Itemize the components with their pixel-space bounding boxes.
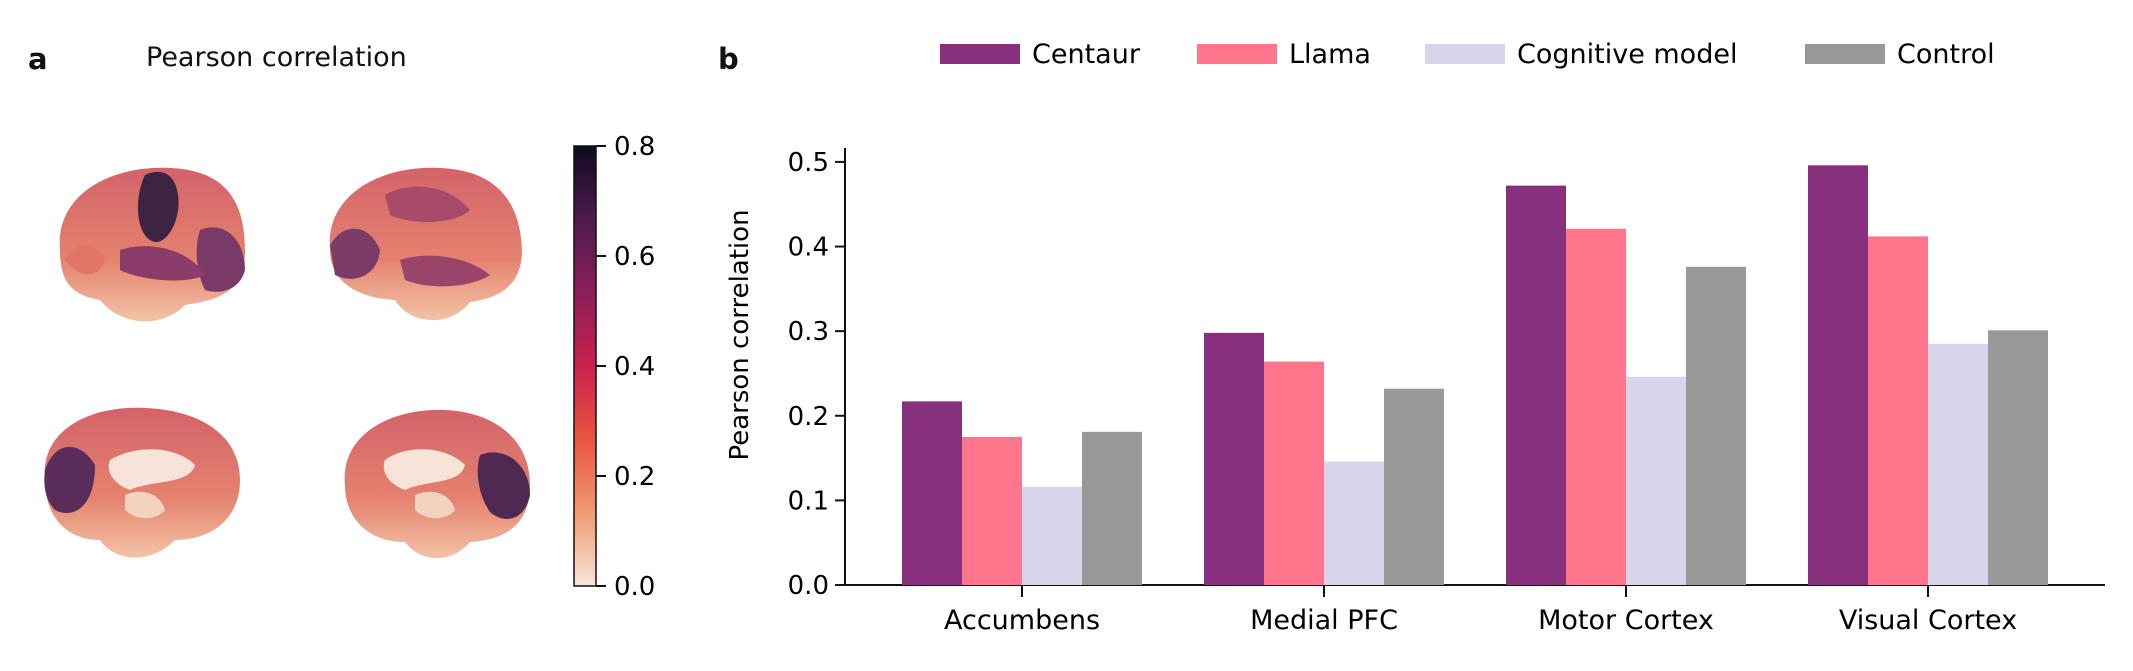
bar-centaur bbox=[1808, 165, 1868, 586]
brain-surface-maps bbox=[44, 167, 530, 559]
bar-cognitive-model bbox=[1626, 376, 1686, 585]
panel-a-label: a bbox=[28, 42, 48, 76]
bar-llama bbox=[1566, 228, 1626, 585]
bar-cognitive-model bbox=[1324, 461, 1384, 585]
bar-chart: Centaur Llama Cognitive model Control Pears… bbox=[725, 39, 2105, 636]
y-tick-label: 0.2 bbox=[788, 402, 829, 432]
colorbar-gradient bbox=[573, 145, 597, 587]
brain-lateral-right bbox=[329, 167, 522, 321]
x-tick-label: Visual Cortex bbox=[1839, 605, 2017, 636]
brain-lateral-left bbox=[59, 167, 245, 322]
bar-llama bbox=[962, 436, 1022, 585]
y-tick-label: 0.3 bbox=[788, 317, 829, 347]
bar-centaur bbox=[902, 401, 962, 585]
y-tick-label: 0.5 bbox=[788, 148, 829, 178]
y-tick-label: 0.4 bbox=[788, 233, 829, 263]
colorbar-tick-label: 0.0 bbox=[614, 572, 655, 600]
y-axis: 0.0 0.1 0.2 0.3 0.4 0.5 bbox=[788, 148, 846, 601]
legend-swatch bbox=[1425, 44, 1505, 64]
bar-cognitive-model bbox=[1022, 486, 1082, 585]
legend-swatch bbox=[1197, 44, 1277, 64]
legend-swatch bbox=[940, 44, 1020, 64]
legend-label: Llama bbox=[1289, 39, 1371, 70]
x-tick-label: Accumbens bbox=[944, 605, 1100, 636]
legend-label: Control bbox=[1897, 39, 1995, 70]
bar-centaur bbox=[1204, 332, 1264, 585]
colorbar-tick-label: 0.6 bbox=[614, 242, 655, 272]
legend-swatch bbox=[1805, 44, 1885, 64]
brain-medial-right bbox=[344, 409, 530, 559]
colorbar-tick-label: 0.2 bbox=[614, 462, 655, 492]
colorbar-title: Pearson correlation bbox=[146, 42, 407, 73]
x-tick-label: Motor Cortex bbox=[1538, 605, 1714, 636]
bar-control bbox=[1988, 330, 2048, 585]
bars bbox=[902, 165, 2048, 586]
y-tick-label: 0.0 bbox=[788, 571, 829, 601]
colorbar-tick-label: 0.8 bbox=[614, 132, 655, 162]
x-axis: Accumbens Medial PFC Motor Cortex Visual Co… bbox=[845, 584, 2105, 636]
bar-centaur bbox=[1506, 185, 1566, 585]
bar-llama bbox=[1264, 361, 1324, 585]
bar-control bbox=[1384, 388, 1444, 585]
y-tick-label: 0.1 bbox=[788, 486, 829, 516]
bar-llama bbox=[1868, 236, 1928, 585]
bar-control bbox=[1686, 266, 1746, 585]
chart-legend: Centaur Llama Cognitive model Control bbox=[940, 39, 1995, 70]
x-tick-label: Medial PFC bbox=[1250, 605, 1398, 636]
y-axis-label: Pearson correlation bbox=[725, 209, 755, 460]
panel-b-label: b bbox=[718, 42, 739, 76]
colorbar: 0.0 0.2 0.4 0.6 0.8 bbox=[573, 132, 655, 600]
colorbar-ticks: 0.0 0.2 0.4 0.6 0.8 bbox=[596, 132, 655, 600]
bar-control bbox=[1082, 431, 1142, 585]
legend-label: Centaur bbox=[1032, 39, 1141, 70]
colorbar-tick-label: 0.4 bbox=[614, 352, 655, 382]
bar-cognitive-model bbox=[1928, 343, 1988, 585]
brain-medial-left bbox=[44, 407, 241, 558]
legend-label: Cognitive model bbox=[1517, 39, 1737, 70]
